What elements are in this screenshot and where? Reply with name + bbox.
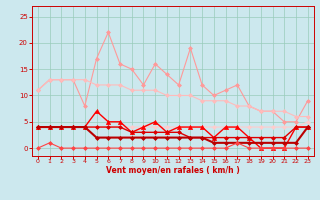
X-axis label: Vent moyen/en rafales ( km/h ): Vent moyen/en rafales ( km/h ) — [106, 166, 240, 175]
